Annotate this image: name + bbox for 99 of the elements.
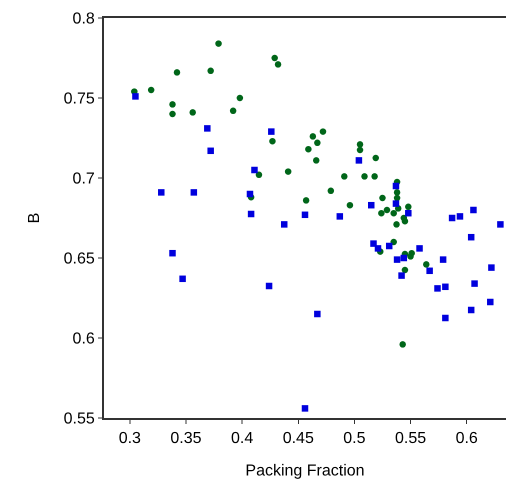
x-tick-label: 0.6 xyxy=(456,430,478,448)
point xyxy=(302,405,308,412)
point xyxy=(426,268,433,274)
point xyxy=(405,210,412,216)
point xyxy=(442,284,449,290)
point xyxy=(179,276,186,282)
point xyxy=(169,110,176,118)
point xyxy=(394,256,400,263)
point xyxy=(440,256,446,263)
point xyxy=(393,221,400,228)
point xyxy=(392,200,400,207)
point xyxy=(305,146,312,152)
point xyxy=(341,173,348,180)
point xyxy=(346,202,354,208)
x-tick-label: 0.45 xyxy=(282,430,314,448)
x-tick-label: 0.5 xyxy=(343,430,366,448)
point xyxy=(230,108,236,114)
point xyxy=(371,173,378,180)
y-tick-label: 0.65 xyxy=(64,250,95,268)
point xyxy=(372,154,379,162)
point xyxy=(398,272,405,279)
point xyxy=(189,109,196,116)
point xyxy=(368,202,374,208)
x-tick-label: 0.55 xyxy=(394,430,426,448)
point xyxy=(284,168,292,175)
point xyxy=(271,54,278,62)
point xyxy=(207,68,214,74)
point xyxy=(384,206,390,214)
point xyxy=(416,245,423,252)
point xyxy=(268,128,275,135)
point xyxy=(246,190,254,198)
point xyxy=(448,214,456,222)
point xyxy=(386,242,392,250)
point xyxy=(132,93,139,100)
point xyxy=(356,146,364,154)
y-tick-label: 0.55 xyxy=(64,410,95,428)
point xyxy=(236,94,244,102)
point xyxy=(379,194,386,202)
y-axis-title: B xyxy=(26,212,44,224)
point xyxy=(394,194,400,202)
point xyxy=(204,125,211,132)
point xyxy=(471,280,478,287)
y-tick-label: 0.75 xyxy=(64,90,95,108)
point xyxy=(310,133,316,140)
point xyxy=(402,218,408,224)
point xyxy=(487,298,494,306)
x-tick-label: 0.35 xyxy=(170,430,202,448)
point xyxy=(320,128,326,135)
point xyxy=(215,40,222,47)
point xyxy=(148,86,154,94)
point xyxy=(266,282,272,290)
point xyxy=(405,204,412,210)
point xyxy=(251,166,258,174)
point xyxy=(402,266,408,274)
point xyxy=(356,157,362,164)
point xyxy=(190,189,198,196)
point xyxy=(336,213,344,220)
point xyxy=(158,189,165,196)
point xyxy=(328,188,334,194)
x-axis-title: Packing Fraction xyxy=(245,462,365,480)
point xyxy=(442,314,449,322)
x-tick-label: 0.4 xyxy=(230,430,254,448)
point xyxy=(390,210,397,216)
point xyxy=(302,197,310,204)
point xyxy=(468,234,474,240)
point xyxy=(468,306,474,314)
point xyxy=(302,212,308,218)
point xyxy=(390,238,397,246)
point xyxy=(378,210,385,216)
point xyxy=(434,285,441,292)
point xyxy=(456,213,464,220)
point xyxy=(399,341,406,348)
point xyxy=(394,189,400,196)
point xyxy=(269,138,276,144)
point xyxy=(169,250,176,256)
point xyxy=(314,310,321,318)
point xyxy=(314,140,321,146)
point xyxy=(274,61,282,68)
point xyxy=(407,253,414,260)
point xyxy=(470,206,477,214)
y-tick-label: 0.7 xyxy=(72,170,95,188)
point xyxy=(497,221,504,228)
point xyxy=(374,245,382,252)
point xyxy=(488,264,495,271)
point xyxy=(248,210,254,218)
point xyxy=(361,173,368,180)
point xyxy=(392,182,400,190)
point xyxy=(400,254,408,262)
y-tick-label: 0.6 xyxy=(72,330,95,348)
point xyxy=(423,261,430,268)
x-tick-label: 0.3 xyxy=(118,430,142,448)
y-tick-label: 0.8 xyxy=(72,10,95,28)
point xyxy=(207,148,214,154)
point xyxy=(169,101,176,108)
point xyxy=(312,157,320,164)
point xyxy=(356,141,364,148)
point xyxy=(174,69,180,76)
point xyxy=(256,172,262,178)
point xyxy=(280,221,288,228)
